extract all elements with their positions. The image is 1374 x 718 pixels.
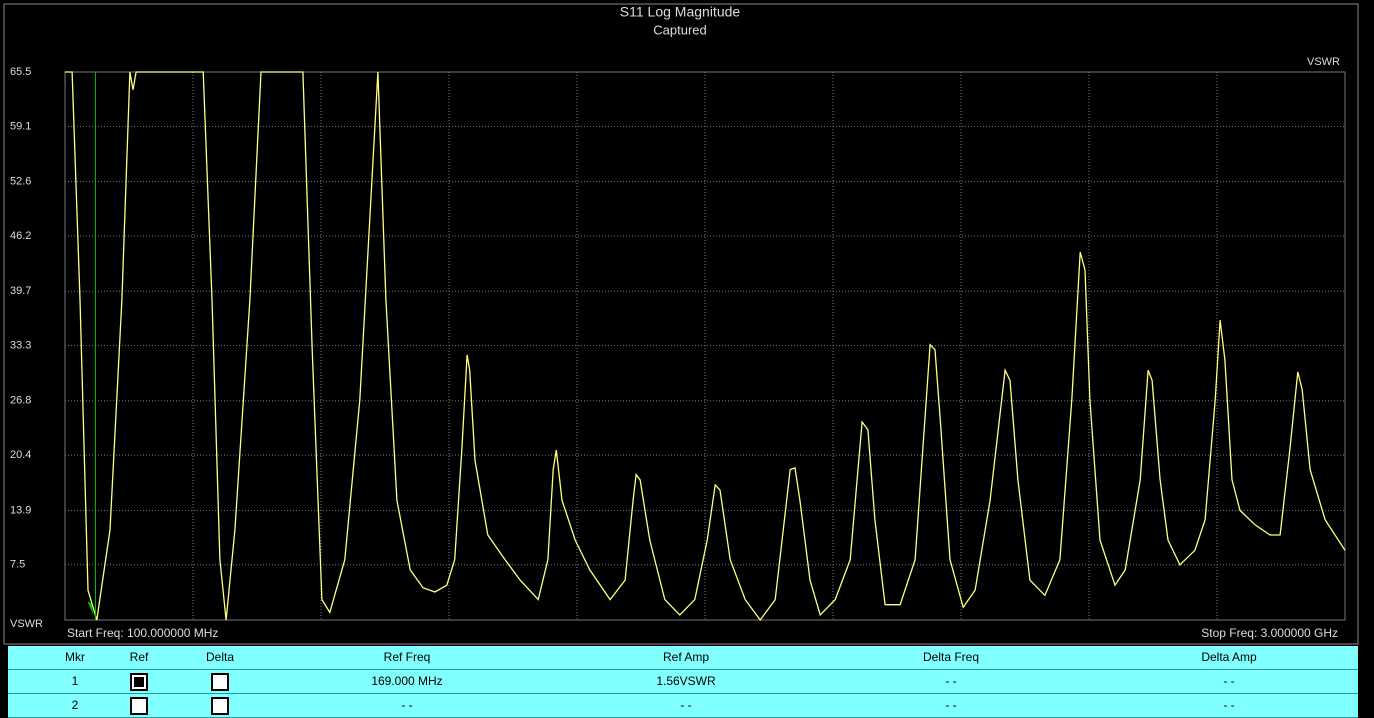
- header-cell: Delta: [205, 650, 235, 664]
- marker-number: 1: [71, 674, 79, 688]
- header-cell: Ref Freq: [383, 650, 431, 664]
- marker-table: Mkr Ref Delta Ref Freq Ref Amp Delta Freq Delt…: [8, 646, 1358, 718]
- y-tick-label: 7.5: [10, 559, 25, 571]
- y-tick-label: 33.3: [10, 339, 31, 351]
- y-tick-label: 13.9: [10, 504, 31, 516]
- table-cell: - -: [401, 698, 413, 712]
- header-cell: Ref Amp: [662, 650, 710, 664]
- header-cell: Delta Freq: [922, 650, 980, 664]
- header-cell: Mkr: [65, 650, 85, 664]
- header-cell: Delta Amp: [1201, 650, 1257, 664]
- y-tick-label: 39.7: [10, 285, 31, 297]
- chart: S11 Log Magnitude Captured VSWR VSWR Sta…: [3, 3, 1359, 645]
- y-tick-label: 20.4: [10, 449, 31, 461]
- ref-checkbox[interactable]: [130, 697, 148, 715]
- delta-checkbox[interactable]: [211, 673, 229, 691]
- table-header: Mkr Ref Delta Ref Freq Ref Amp Delta Freq Delt…: [8, 646, 1358, 670]
- y-tick-label: 59.1: [10, 120, 31, 132]
- table-cell: - -: [945, 674, 957, 688]
- table-cell: - -: [1223, 698, 1235, 712]
- chart-title: S11 Log Magnitude: [620, 4, 741, 20]
- table-cell: - -: [680, 698, 692, 712]
- chart-subtitle: Captured: [653, 22, 706, 37]
- table-cell: 1.56VSWR: [656, 674, 716, 688]
- delta-checkbox[interactable]: [211, 697, 229, 715]
- ref-checkbox[interactable]: [130, 673, 148, 691]
- start-freq: Start Freq: 100.000000 MHz: [67, 626, 218, 640]
- table-cell: 169.000 MHz: [371, 674, 443, 688]
- trace: [65, 71, 1346, 622]
- table-cell: - -: [945, 698, 957, 712]
- y-tick-label: 65.5: [10, 66, 31, 78]
- table-cell: - -: [1223, 674, 1235, 688]
- marker-number: 2: [71, 698, 79, 712]
- header-cell: Ref: [129, 650, 149, 664]
- stop-freq: Stop Freq: 3.000000 GHz: [1201, 626, 1338, 640]
- y-label-bottom: VSWR: [10, 618, 43, 630]
- y-label-top: VSWR: [1307, 56, 1340, 68]
- marker-arrow: [87, 601, 94, 616]
- y-tick-label: 46.2: [10, 230, 31, 242]
- table-row: 2 - - - - - - - -: [8, 694, 1358, 718]
- chart-frame: [3, 3, 1359, 645]
- y-tick-label: 26.8: [10, 395, 31, 407]
- table-row: 1 169.000 MHz 1.56VSWR - - - -: [8, 670, 1358, 694]
- y-tick-label: 52.6: [10, 176, 31, 188]
